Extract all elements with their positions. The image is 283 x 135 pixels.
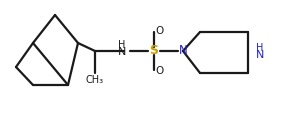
Text: N: N [118, 47, 126, 57]
Text: CH₃: CH₃ [86, 75, 104, 85]
Text: S: S [149, 45, 158, 58]
Text: H: H [256, 43, 264, 53]
Text: O: O [156, 26, 164, 36]
Text: H: H [118, 40, 126, 50]
Text: N: N [256, 50, 264, 60]
Text: O: O [156, 66, 164, 76]
Text: N: N [179, 45, 187, 58]
